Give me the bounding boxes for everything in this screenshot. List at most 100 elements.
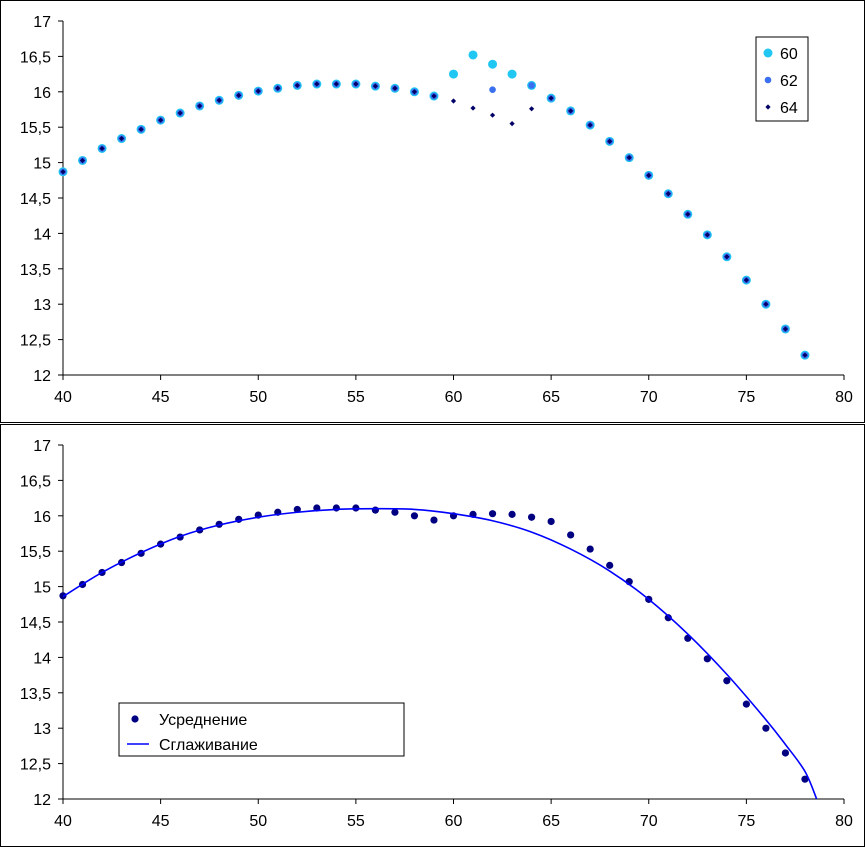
legend-label: 60 xyxy=(780,46,798,63)
x-tick-label: 75 xyxy=(737,389,755,406)
data-point xyxy=(507,69,517,79)
data-point xyxy=(372,83,378,89)
data-point xyxy=(547,517,555,526)
y-tick-label: 15,5 xyxy=(20,544,51,561)
data-point xyxy=(216,97,222,103)
x-tick-label: 60 xyxy=(445,389,463,406)
legend-label: Усреднение xyxy=(159,712,247,729)
y-tick-label: 16 xyxy=(33,85,51,102)
x-tick-label: 45 xyxy=(152,389,170,406)
data-point xyxy=(568,108,574,114)
data-point xyxy=(275,85,281,91)
x-tick-label: 80 xyxy=(835,389,853,406)
data-point xyxy=(742,700,750,708)
data-point xyxy=(607,138,613,144)
top-chart-panel: 12 12,5 13 13,5 14 14,5 15 15,5 16 16,5 17 40 45 50 55… xyxy=(0,0,865,423)
data-point xyxy=(586,545,594,553)
x-tick-label: 65 xyxy=(542,389,560,406)
x-tick-label: 40 xyxy=(54,813,72,830)
data-point xyxy=(255,88,261,94)
x-tick-label: 55 xyxy=(347,813,365,830)
y-tick-label: 14 xyxy=(33,650,51,667)
data-point xyxy=(177,110,183,116)
y-tick-label: 13 xyxy=(33,721,51,738)
data-point xyxy=(488,510,497,518)
data-point xyxy=(781,749,790,757)
y-tick-label: 15,5 xyxy=(20,120,51,137)
data-point xyxy=(703,655,711,663)
data-point xyxy=(314,81,320,87)
y-tick-label: 14,5 xyxy=(20,615,51,632)
x-tick-label: 40 xyxy=(54,389,72,406)
data-point xyxy=(79,157,86,164)
data-point xyxy=(743,277,749,283)
data-point xyxy=(449,69,458,79)
data-point xyxy=(197,103,203,109)
data-point xyxy=(430,516,438,524)
y-tick-label: 13,5 xyxy=(20,686,51,703)
y-tick-label: 13 xyxy=(33,297,51,314)
data-point xyxy=(333,81,339,87)
x-tick-label: 75 xyxy=(737,813,755,830)
y-tick-label: 15 xyxy=(33,156,51,173)
y-tick-label: 16,5 xyxy=(20,49,51,66)
x-tick-label: 65 xyxy=(542,813,560,830)
x-tick-label: 55 xyxy=(347,389,365,406)
data-point xyxy=(664,614,672,622)
data-point xyxy=(99,145,105,152)
legend-marker xyxy=(131,715,139,723)
data-point xyxy=(332,504,340,512)
x-tick-label: 60 xyxy=(445,813,463,830)
data-point xyxy=(352,504,360,512)
data-point xyxy=(488,59,498,69)
smoothing-line xyxy=(62,507,818,800)
top-chart-svg: 12 12,5 13 13,5 14 14,5 15 15,5 16 16,5 17 40 45 50 55… xyxy=(20,14,853,406)
legend-marker xyxy=(763,48,773,58)
x-tick-label: 45 xyxy=(152,813,170,830)
data-point xyxy=(801,775,809,783)
y-tick-label: 12 xyxy=(33,792,51,809)
data-point xyxy=(548,95,554,101)
data-point xyxy=(587,122,593,128)
data-point xyxy=(371,506,379,514)
legend-label: 64 xyxy=(780,100,798,117)
legend-marker xyxy=(765,104,771,110)
data-point xyxy=(724,254,730,260)
data-point xyxy=(293,505,301,514)
y-tick-label: 12 xyxy=(33,368,51,385)
data-point xyxy=(508,510,516,518)
y-tick-label: 16 xyxy=(33,509,51,526)
data-point xyxy=(626,155,632,161)
data-point xyxy=(489,112,496,118)
data-point xyxy=(509,121,515,127)
x-tick-label: 50 xyxy=(249,813,267,830)
series-2 xyxy=(62,507,818,800)
data-point xyxy=(294,82,300,89)
y-tick-label: 12,5 xyxy=(20,757,51,774)
data-point xyxy=(528,82,535,89)
series-2 xyxy=(59,80,809,359)
y-tick-label: 12,5 xyxy=(20,333,51,350)
y-tick-label: 17 xyxy=(33,14,51,31)
series-3 xyxy=(60,81,808,358)
bottom-chart-panel: 12 12,5 13 13,5 14 14,5 15 15,5 16 16,5 17 40 45 50 55… xyxy=(0,424,865,847)
data-point xyxy=(470,105,476,111)
data-point xyxy=(489,86,496,93)
data-point xyxy=(158,117,164,123)
data-point xyxy=(567,531,575,539)
data-point xyxy=(762,724,770,732)
data-point xyxy=(802,352,808,358)
data-point xyxy=(723,677,731,685)
data-point xyxy=(450,98,457,104)
x-tick-label: 70 xyxy=(640,813,658,830)
data-point xyxy=(236,92,242,98)
data-point xyxy=(685,211,691,217)
legend-marker xyxy=(764,76,772,84)
data-point xyxy=(138,126,144,132)
x-tick-label: 50 xyxy=(249,389,267,406)
y-tick-label: 14 xyxy=(33,226,51,243)
data-point xyxy=(392,85,398,91)
data-point xyxy=(391,508,399,516)
data-point xyxy=(763,301,769,307)
legend: Усреднение Сглаживание xyxy=(118,702,405,757)
